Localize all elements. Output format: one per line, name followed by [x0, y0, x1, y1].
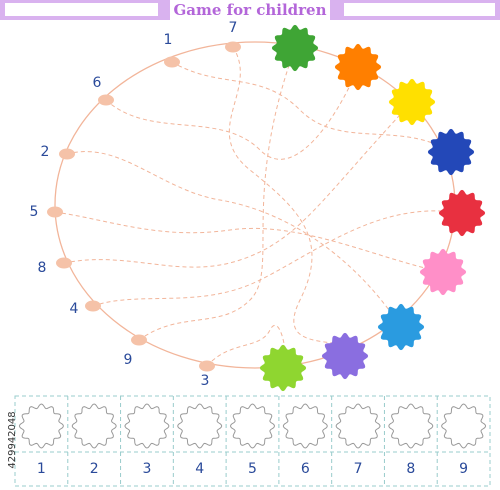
flower — [419, 248, 467, 296]
flower — [388, 78, 436, 126]
empty-flower — [177, 403, 223, 449]
empty-flower — [388, 403, 434, 449]
start-label: 4 — [70, 301, 79, 317]
empty-flower — [18, 403, 64, 449]
answer-number: 6 — [301, 461, 310, 477]
flower — [427, 128, 475, 176]
start-label: 5 — [30, 204, 39, 220]
flower — [377, 303, 425, 351]
answer-number: 5 — [248, 461, 257, 477]
start-label: 1 — [164, 32, 173, 48]
answer-number: 4 — [195, 461, 204, 477]
flower — [438, 189, 486, 237]
flower — [321, 332, 369, 380]
header-box — [344, 3, 495, 16]
start-dot — [164, 56, 180, 68]
maze-paths — [54, 46, 463, 369]
answer-number: 8 — [406, 461, 415, 477]
start-dot — [98, 94, 114, 106]
empty-flower — [441, 403, 487, 449]
flower — [334, 43, 382, 91]
empty-flower — [282, 403, 328, 449]
header-box — [5, 3, 158, 16]
title-box — [170, 0, 330, 20]
flower — [271, 24, 319, 72]
empty-flower — [335, 403, 381, 449]
start-dot — [47, 206, 63, 218]
title: Game for children — [173, 1, 326, 19]
answer-number: 2 — [90, 461, 99, 477]
start-label: 9 — [124, 352, 133, 368]
answer-number: 7 — [354, 461, 363, 477]
start-label: 8 — [38, 260, 47, 276]
start-dot — [131, 334, 147, 346]
start-label: 6 — [93, 75, 102, 91]
start-dot — [85, 300, 101, 312]
empty-flower — [71, 403, 117, 449]
answer-number: 3 — [142, 461, 151, 477]
start-label: 3 — [201, 373, 210, 389]
answer-number: 9 — [459, 461, 468, 477]
empty-flower — [124, 403, 170, 449]
start-label: 7 — [229, 20, 238, 36]
start-dot — [56, 257, 72, 269]
start-label: 2 — [41, 144, 50, 160]
start-dot — [199, 360, 215, 372]
watermark-id: 429942048 — [7, 411, 18, 468]
answer-grid — [14, 395, 491, 487]
flower — [259, 344, 307, 392]
start-dot — [59, 148, 75, 160]
answer-number: 1 — [37, 461, 46, 477]
start-dot — [225, 41, 241, 53]
empty-flower — [229, 403, 276, 449]
